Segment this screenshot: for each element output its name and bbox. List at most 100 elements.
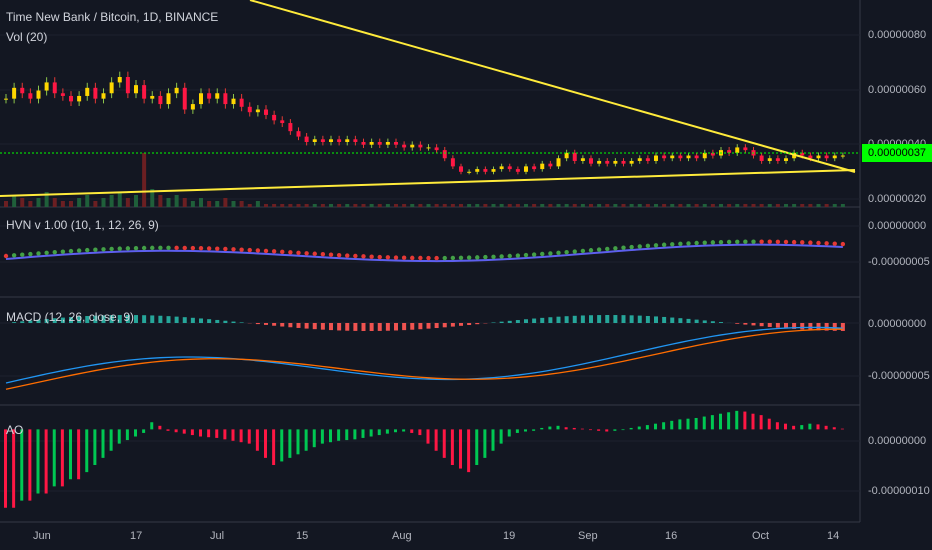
volume-bar [345,204,350,207]
macd-histogram-bar [166,316,171,323]
volume-bar [166,198,171,207]
hvn-dot [93,247,98,252]
candle-body [93,87,98,99]
macd-histogram-bar [280,323,285,327]
ao-bar [329,429,332,443]
ao-bar [199,429,202,437]
macd-histogram-bar [654,316,658,323]
ao-bar [255,429,259,451]
ao-bar [491,429,495,451]
candle-body [735,147,740,153]
hvn-dot [580,248,586,254]
ao-bar [515,429,519,433]
volume-bar [255,201,260,207]
hvn-dot [20,252,25,257]
hvn-dot [239,247,244,252]
macd-histogram-bar [272,323,277,326]
hvn-dot [410,255,415,261]
hvn-dot [816,240,821,246]
hvn-dot [426,255,431,261]
hvn-dot [28,251,33,257]
hvn-dot [125,246,131,251]
ao-bar [361,429,365,438]
hvn-dot [36,251,41,256]
candle-body [800,152,805,156]
macd-histogram-bar [751,323,756,326]
hvn-dot [743,239,748,244]
macd-histogram-bar [507,320,512,323]
macd-histogram-bar [190,317,195,323]
macd-histogram-bar [231,321,236,323]
ao-bar [572,427,576,430]
trendline-lower [0,169,856,197]
macd-histogram-bar [174,316,179,323]
macd-histogram-bar [572,315,577,323]
candle-body [767,158,772,161]
macd-histogram-bar [710,321,715,323]
candle-body [629,160,634,164]
hvn-dot [759,239,764,244]
hvn-dot [621,245,626,250]
macd-histogram-bar [134,315,138,323]
hvn-dot [548,251,553,256]
candle-body [694,155,699,159]
hvn-dot [296,250,301,255]
macd-histogram-bar [36,319,41,323]
candle-body [499,166,504,170]
macd-histogram-bar [824,323,829,331]
date-tick: 15 [296,530,309,542]
macd-histogram-bar [93,315,98,323]
volume-bar [85,195,90,207]
ao-bar [296,429,300,455]
candle-body [134,85,138,94]
candle-body [491,169,496,172]
ao-bar [816,424,820,430]
volume-bar [337,204,342,207]
hvn-dot [596,247,602,252]
hvn-dot [613,246,618,251]
date-tick: 17 [130,530,143,542]
hvn-dot [670,242,675,247]
volume-bar [182,198,187,207]
candle-body [556,158,561,167]
volume-bar [467,204,472,207]
ao-bar [402,429,406,432]
volume-bar [329,204,333,207]
macd-histogram-bar [223,320,228,323]
macd-histogram-bar [394,323,398,331]
candle-body [589,158,593,164]
volume-bar [312,204,317,207]
macd-histogram-bar [28,320,33,323]
candle-body [52,82,57,94]
ao-bar [109,429,113,451]
candle-body [44,82,49,91]
candle-body [223,93,228,105]
candle-body [69,95,73,102]
price-tick: 0.00000060 [868,84,927,96]
volume-bar [613,204,618,207]
macd-tick: -0.00000005 [868,370,930,382]
macd-histogram-bar [621,315,626,323]
ao-bar [231,429,235,441]
candle-body [645,158,650,161]
candle-body [329,139,333,142]
candle-body [678,155,683,159]
volume-bar [645,204,650,207]
volume-bar [434,204,439,207]
macd-histogram-bar [288,323,293,328]
candle-body [264,109,268,115]
hvn-dot [702,240,707,245]
hvn-dot [385,255,391,260]
candle-body [101,93,106,99]
volume-bar [36,198,41,207]
volume-bar [580,204,585,207]
candle-body [320,139,325,142]
volume-bar [215,201,220,207]
ao-bar [44,429,48,494]
volume-bar [150,189,155,207]
macd-histogram-bar [60,317,65,323]
macd-histogram-bar [337,323,342,331]
hvn-dot [808,240,813,245]
candle-body [247,106,252,113]
